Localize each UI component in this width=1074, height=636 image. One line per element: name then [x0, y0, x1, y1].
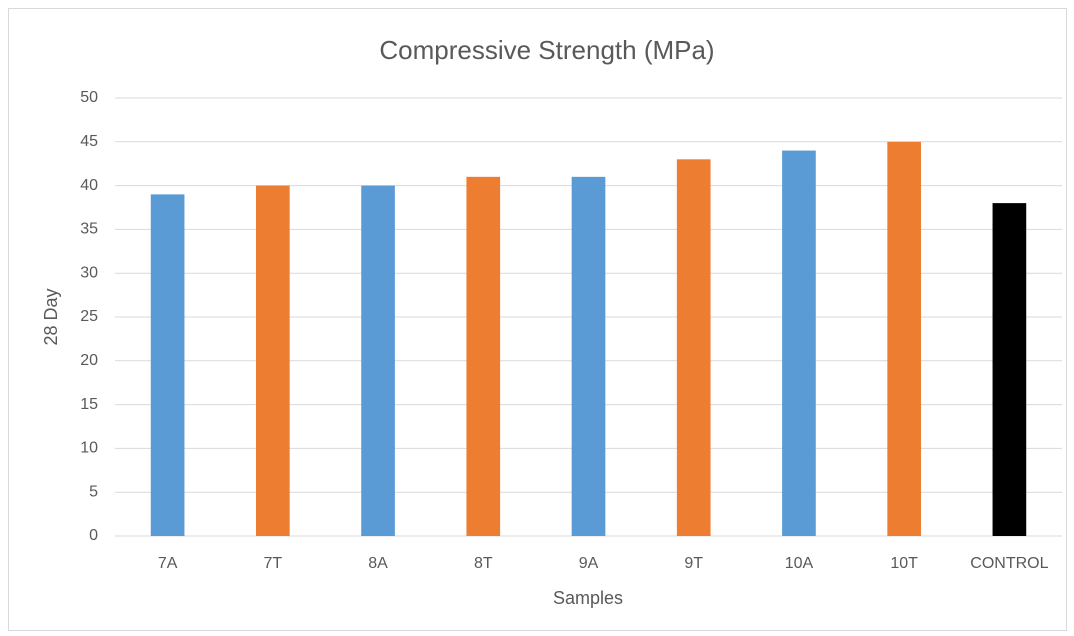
bar: [150, 194, 185, 537]
y-tick-label: 0: [89, 527, 98, 544]
y-axis-label: 28 Day: [41, 288, 61, 345]
y-tick-label: 25: [80, 308, 98, 325]
bar: [992, 203, 1027, 536]
chart-title: Compressive Strength (MPa): [379, 35, 714, 65]
x-tick-label: 7T: [263, 555, 282, 572]
x-tick-label: CONTROL: [970, 555, 1048, 572]
x-tick-label: 10T: [890, 555, 918, 572]
bar: [676, 159, 711, 536]
x-tick-label: 9A: [579, 555, 599, 572]
x-tick-label: 10A: [785, 555, 814, 572]
y-tick-label: 15: [80, 396, 98, 413]
y-tick-label: 10: [80, 440, 98, 457]
y-tick-label: 5: [89, 483, 98, 500]
bar: [466, 176, 501, 536]
bar: [571, 176, 606, 536]
x-tick-label: 7A: [158, 555, 178, 572]
x-tick-label: 9T: [684, 555, 703, 572]
y-tick-label: 20: [80, 352, 98, 369]
y-tick-label: 40: [80, 177, 98, 194]
y-tick-label: 50: [80, 89, 98, 106]
bar: [782, 150, 816, 536]
x-tick-label: 8T: [474, 555, 493, 572]
x-axis-label: Samples: [553, 588, 623, 608]
bar: [361, 185, 395, 536]
y-tick-label: 45: [80, 133, 98, 150]
y-tick-label: 30: [80, 264, 98, 281]
y-tick-label: 35: [80, 221, 98, 238]
bar: [887, 141, 922, 537]
bar: [255, 185, 290, 536]
x-tick-label: 8A: [368, 555, 388, 572]
